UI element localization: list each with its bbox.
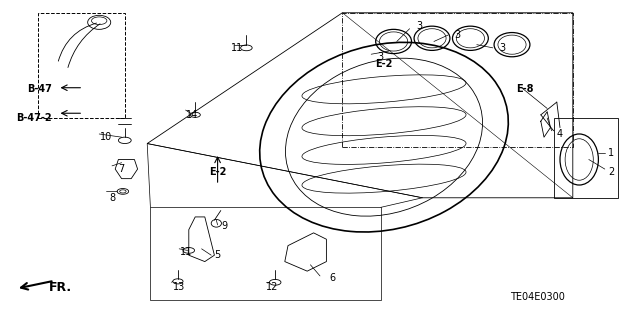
Text: 12: 12 xyxy=(266,282,278,292)
Text: E-2: E-2 xyxy=(375,59,393,69)
Text: TE04E0300: TE04E0300 xyxy=(510,292,565,302)
Text: 13: 13 xyxy=(173,282,186,292)
Text: 8: 8 xyxy=(109,193,115,203)
Text: 2: 2 xyxy=(608,167,614,177)
Text: 3: 3 xyxy=(499,43,506,53)
Text: 3: 3 xyxy=(378,52,384,63)
Text: 14: 14 xyxy=(186,110,198,120)
Text: 6: 6 xyxy=(330,272,336,283)
Text: 4: 4 xyxy=(557,129,563,139)
Text: 3: 3 xyxy=(416,20,422,31)
Text: FR.: FR. xyxy=(49,281,72,293)
Text: 3: 3 xyxy=(454,30,461,40)
Text: B-47-2: B-47-2 xyxy=(16,113,52,123)
Text: 1: 1 xyxy=(608,148,614,158)
Text: 10: 10 xyxy=(99,132,112,142)
Text: 5: 5 xyxy=(214,250,221,260)
Text: 9: 9 xyxy=(221,221,227,232)
Text: E-2: E-2 xyxy=(209,167,227,177)
Text: B-47: B-47 xyxy=(28,84,52,94)
Text: 11: 11 xyxy=(230,43,243,53)
Text: E-8: E-8 xyxy=(516,84,534,94)
Text: 7: 7 xyxy=(118,164,125,174)
Text: 11: 11 xyxy=(179,247,192,257)
